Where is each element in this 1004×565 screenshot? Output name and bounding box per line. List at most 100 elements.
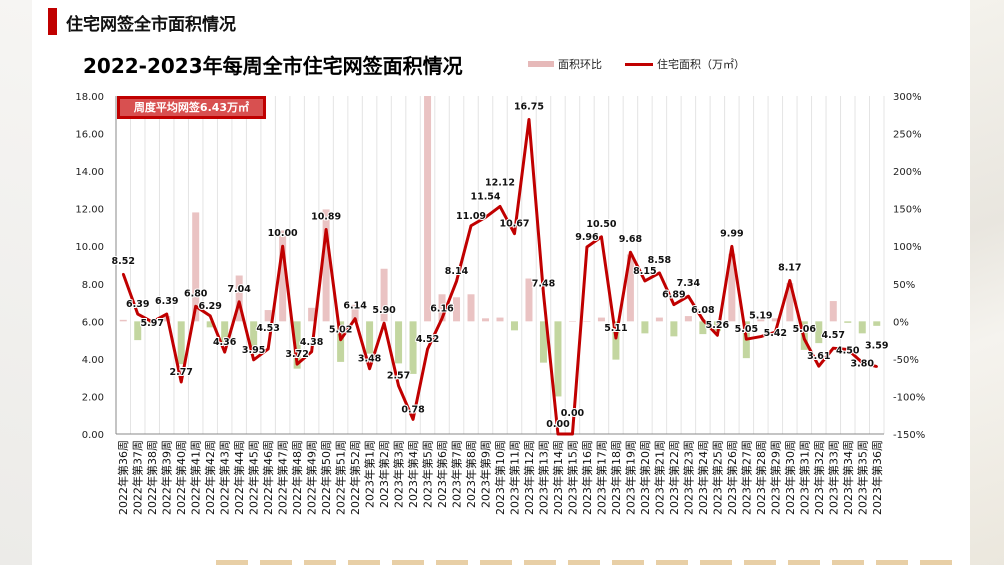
data-label: 10.67 [499, 219, 529, 230]
x-tick-label: 2022年第37周 [131, 440, 145, 515]
y-left-tick-label: 4.00 [82, 355, 104, 366]
bar-mom [626, 254, 634, 322]
line-point [440, 317, 444, 320]
line-point [832, 346, 835, 350]
data-label: 2.77 [169, 367, 192, 378]
bar-mom [409, 321, 417, 374]
line-point [266, 347, 270, 351]
bar-mom [177, 321, 185, 365]
line-point [281, 245, 284, 248]
x-tick-label: 2022年第44周 [232, 440, 246, 515]
bar-mom [525, 278, 533, 322]
x-tick-label: 2023年第16周 [580, 440, 594, 515]
bar-mom [351, 304, 359, 322]
data-label: 0.78 [401, 404, 425, 415]
data-label: 6.16 [430, 303, 454, 314]
data-label: 0.00 [561, 408, 585, 419]
bar-mom [684, 316, 692, 322]
bar-mom [786, 283, 794, 322]
y-right-tick-label: -150% [893, 430, 925, 441]
line-point [556, 432, 560, 436]
x-tick-label: 2023年第12周 [522, 440, 536, 515]
x-tick-label: 2023年第17周 [594, 440, 608, 515]
line-point [252, 358, 255, 362]
bar-mom [612, 321, 620, 360]
data-label: 5.97 [140, 318, 163, 329]
x-tick-label: 2023年第2周 [377, 440, 391, 508]
y-right-tick-label: 100% [893, 242, 922, 253]
x-tick-label: 2023年第3周 [392, 440, 406, 508]
x-tick-label: 2022年第52周 [348, 440, 362, 515]
x-tick-label: 2023年第36周 [870, 440, 884, 515]
y-left-tick-label: 18.00 [75, 92, 104, 103]
x-tick-label: 2023年第31周 [797, 440, 811, 515]
bar-mom [467, 294, 475, 322]
line-point [774, 331, 777, 334]
x-tick-label: 2022年第48周 [290, 440, 304, 515]
bar-mom [815, 321, 823, 344]
data-label: 8.52 [112, 256, 135, 267]
data-label: 8.58 [648, 255, 672, 266]
line-point [165, 312, 168, 316]
line-point [788, 279, 792, 282]
y-right-tick-label: -100% [893, 392, 925, 403]
data-label: 4.52 [416, 334, 439, 345]
bar-mom [395, 321, 403, 364]
line-point [672, 303, 676, 306]
line-point [237, 300, 241, 304]
bar-mom [308, 307, 316, 322]
x-tick-label: 2022年第45周 [247, 440, 261, 515]
data-label: 4.38 [300, 337, 324, 348]
x-tick-label: 2023年第35周 [855, 440, 869, 515]
data-label: 3.59 [865, 341, 888, 352]
bar-mom [510, 321, 518, 331]
line-point [730, 245, 734, 248]
x-tick-label: 2023年第22周 [667, 440, 681, 515]
data-label: 9.68 [619, 234, 643, 245]
bar-mom [235, 275, 243, 322]
x-tick-label: 2023年第13周 [536, 440, 550, 515]
line-point [180, 380, 183, 384]
line-point [527, 118, 531, 121]
line-point [759, 335, 763, 338]
line-point [455, 279, 458, 283]
x-tick-label: 2022年第40周 [174, 440, 188, 515]
line-point [542, 292, 545, 295]
average-annotation: 周度平均网签6.43万㎡ [117, 96, 266, 119]
x-tick-label: 2023年第4周 [406, 440, 420, 508]
data-label: 12.12 [485, 177, 515, 188]
data-label: 9.99 [720, 228, 743, 239]
line-point [658, 271, 661, 275]
line-point [411, 418, 415, 421]
bar-mom [366, 321, 374, 354]
data-label: 6.39 [155, 296, 178, 307]
x-tick-label: 2023年第15周 [565, 440, 579, 515]
bar-mom [279, 230, 287, 322]
x-tick-label: 2023年第7周 [450, 440, 464, 508]
x-tick-label: 2023年第18周 [609, 440, 623, 515]
y-right-tick-label: 0% [893, 317, 909, 328]
line-point [426, 347, 429, 351]
bar-mom [192, 212, 200, 322]
line-point [614, 336, 618, 340]
bar-mom [453, 297, 461, 322]
x-tick-label: 2023年第34周 [841, 440, 855, 515]
legend-line-label: 住宅面积（万㎡） [657, 58, 745, 71]
data-label: 4.36 [213, 337, 237, 348]
x-tick-label: 2022年第47周 [276, 440, 290, 515]
data-label: 2.57 [387, 371, 410, 382]
line-point [571, 432, 574, 436]
data-label: 0.00 [546, 419, 570, 430]
data-label: 5.90 [372, 305, 396, 316]
bar-mom [757, 319, 765, 322]
data-label: 5.06 [793, 324, 817, 335]
line-point [846, 348, 849, 351]
data-label: 11.09 [456, 211, 486, 222]
line-point [353, 317, 357, 320]
x-tick-label: 2023年第29周 [768, 440, 782, 515]
y-left-tick-label: 0.00 [82, 430, 104, 441]
x-tick-label: 2023年第20周 [638, 440, 652, 515]
bar-mom [583, 321, 591, 322]
line-point [382, 322, 386, 325]
bar-mom [597, 317, 605, 322]
